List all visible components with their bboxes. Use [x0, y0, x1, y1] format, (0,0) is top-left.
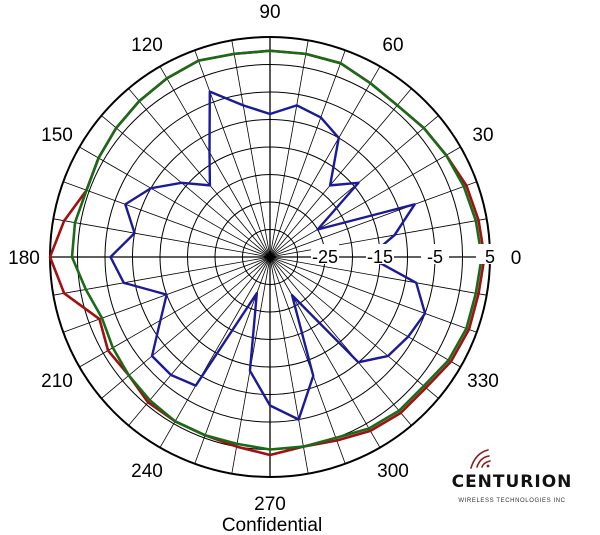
grid-spoke	[159, 66, 271, 258]
grid-spoke	[269, 256, 477, 333]
grid-spoke	[53, 256, 271, 296]
logo-signal-icon	[470, 449, 491, 469]
angle-tick-label: 180	[8, 248, 40, 269]
grid-spoke	[231, 40, 271, 258]
confidential-caption: Confidential	[222, 515, 322, 535]
logo-subtitle: WIRELESS TECHNOLOGIES INC	[458, 498, 565, 504]
grid-spoke	[101, 115, 271, 258]
radial-tick-label: -15	[367, 247, 393, 267]
grid-spoke	[269, 50, 346, 258]
grid-spoke	[79, 146, 271, 258]
grid-spoke	[269, 256, 461, 368]
radial-tick-label: -25	[312, 247, 338, 267]
grid-spoke	[269, 256, 346, 464]
series-line-green	[70, 49, 484, 451]
radial-tick-label-bg	[366, 244, 394, 264]
angle-tick-label: 240	[131, 461, 163, 482]
grid-spoke	[269, 146, 461, 258]
grid-spoke	[269, 40, 309, 258]
logo-name: CENTURION	[452, 472, 573, 492]
radial-tick-label: -5	[427, 247, 443, 267]
grid-spoke	[194, 256, 271, 464]
grid-spoke	[269, 218, 487, 258]
radial-tick-label-bg	[476, 244, 504, 264]
series-line-blue	[109, 90, 427, 421]
angle-tick-label: 90	[259, 2, 280, 23]
grid-spoke	[269, 256, 412, 426]
grid-spoke	[269, 256, 487, 296]
grid-spoke	[128, 88, 271, 258]
company-logo: CENTURION WIRELESS TECHNOLOGIES INC	[452, 449, 573, 504]
grid-spoke	[269, 88, 412, 258]
grid-spoke	[53, 218, 271, 258]
angle-tick-label: 150	[41, 125, 73, 146]
grid-spoke	[79, 256, 271, 368]
grid-spoke	[101, 256, 271, 399]
angle-tick-label: 300	[377, 461, 409, 482]
grid-spoke	[194, 50, 271, 258]
radial-tick-label: 5	[485, 247, 495, 267]
grid-spoke	[269, 66, 381, 258]
angle-tick-label: 120	[131, 35, 163, 56]
grid-spoke	[269, 256, 309, 474]
radial-tick-label-bg	[311, 244, 339, 264]
angle-tick-label: 30	[472, 125, 493, 146]
grid-spoke	[128, 256, 271, 426]
grid-spoke	[269, 181, 477, 258]
radial-tick-label-bg	[421, 244, 449, 264]
grid-spoke	[269, 256, 439, 399]
grid-spoke	[269, 256, 381, 448]
grid-spoke	[63, 181, 271, 258]
angle-tick-label: 210	[41, 371, 73, 392]
angle-tick-label: 270	[254, 494, 286, 515]
series-layer	[48, 49, 486, 457]
angle-tick-label: 0	[511, 248, 522, 269]
angle-tick-label: 60	[382, 35, 403, 56]
grid-spoke	[159, 256, 271, 448]
angle-tick-label: 330	[467, 371, 499, 392]
